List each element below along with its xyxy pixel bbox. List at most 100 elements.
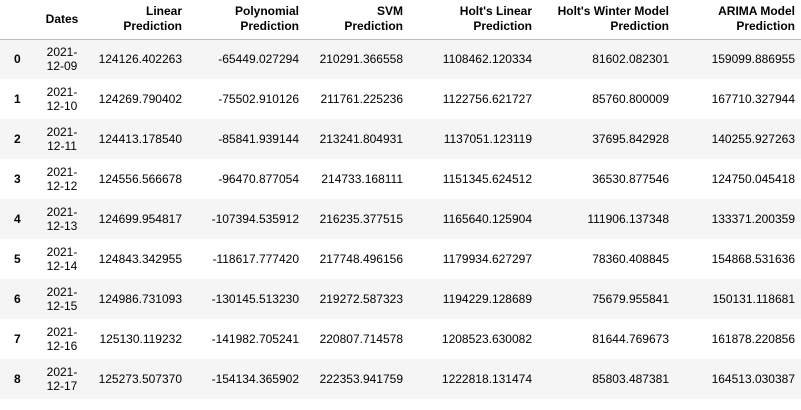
holts-linear-prediction-cell: 1222818.131474 <box>441 372 532 386</box>
header-line: Prediction <box>344 19 403 34</box>
polynomial-prediction-cell: -141982.705241 <box>211 332 299 346</box>
linear-prediction-cell: 124986.731093 <box>98 292 182 306</box>
predictions-dataframe: Dates Linear Prediction Polynomial Predi… <box>0 0 801 399</box>
table-row: 6 2021- 12-15 124986.731093 -130145.51323… <box>0 279 801 319</box>
svm-prediction-cell: 213241.804931 <box>319 132 403 146</box>
row-index: 2 <box>14 132 21 146</box>
date-cell: 2021- 12-17 <box>36 359 88 399</box>
svm-prediction-cell: 211761.225236 <box>320 92 403 106</box>
holts-linear-prediction-cell: 1165640.125904 <box>442 212 532 226</box>
table-row: 5 2021- 12-14 124843.342955 -118617.77742… <box>0 239 801 279</box>
linear-prediction-cell: 124699.954817 <box>98 212 182 226</box>
table-row: 3 2021- 12-12 124556.566678 -96470.877054… <box>0 159 801 199</box>
arima-prediction-column-header: ARIMA Model Prediction <box>675 0 801 40</box>
svm-prediction-cell: 217748.496156 <box>319 252 403 266</box>
row-index: 7 <box>14 332 21 346</box>
date-year: 2021- <box>46 245 78 259</box>
arima-prediction-cell: 161878.220856 <box>711 332 795 346</box>
index-column-header <box>0 0 36 40</box>
polynomial-prediction-cell: -130145.513230 <box>211 292 299 306</box>
holts-linear-prediction-cell: 1108462.120334 <box>442 52 532 67</box>
table-row: 1 2021- 12-10 124269.790402 -75502.910126… <box>0 79 801 119</box>
header-line: Prediction <box>473 19 532 34</box>
row-index: 3 <box>14 172 21 186</box>
header-line: Prediction <box>123 19 182 34</box>
header-line: ARIMA Model <box>718 4 795 19</box>
date-cell: 2021- 12-14 <box>36 239 88 279</box>
date-month-day: 12-17 <box>46 379 78 393</box>
header-line: SVM <box>376 4 403 19</box>
table-row: 2 2021- 12-11 124413.178540 -85841.939144… <box>0 119 801 159</box>
date-year: 2021- <box>46 325 78 339</box>
date-month-day: 12-15 <box>46 299 78 313</box>
holts-linear-prediction-cell: 1194229.128689 <box>442 292 532 306</box>
date-year: 2021- <box>46 45 78 60</box>
holts-winter-prediction-cell: 85760.800009 <box>592 92 669 106</box>
row-index: 6 <box>14 292 21 306</box>
date-month-day: 12-12 <box>46 179 78 193</box>
holts-linear-prediction-column-header: Holt's Linear Prediction <box>409 0 538 40</box>
linear-prediction-cell: 124126.402263 <box>98 52 182 67</box>
header-line: Prediction <box>240 19 299 34</box>
linear-prediction-cell: 125273.507370 <box>98 372 182 386</box>
arima-prediction-cell: 150131.118681 <box>712 292 795 306</box>
linear-prediction-column-header: Linear Prediction <box>88 0 188 40</box>
row-index: 5 <box>14 252 21 266</box>
holts-winter-prediction-cell: 75679.955841 <box>592 292 669 306</box>
polynomial-prediction-cell: -65449.027294 <box>218 52 299 67</box>
table-header: Dates Linear Prediction Polynomial Predi… <box>0 0 801 40</box>
table-row: 7 2021- 12-16 125130.119232 -141982.70524… <box>0 319 801 359</box>
holts-linear-prediction-cell: 1137051.123119 <box>443 132 532 146</box>
polynomial-prediction-cell: -118617.777420 <box>212 252 299 266</box>
arima-prediction-cell: 154868.531636 <box>711 252 795 266</box>
header-line: Prediction <box>736 19 795 34</box>
date-cell: 2021- 12-11 <box>36 119 88 159</box>
arima-prediction-cell: 124750.045418 <box>711 172 795 186</box>
row-index: 1 <box>14 92 21 106</box>
date-year: 2021- <box>46 165 78 179</box>
polynomial-prediction-cell: -96470.877054 <box>218 172 299 186</box>
table-row: 4 2021- 12-13 124699.954817 -107394.53591… <box>0 199 801 239</box>
arima-prediction-cell: 159099.886955 <box>711 52 795 67</box>
date-month-day: 12-13 <box>46 219 78 233</box>
table-row: 0 2021- 12-09 124126.402263 -65449.027294… <box>0 39 801 79</box>
date-month-day: 12-10 <box>46 99 78 113</box>
svm-prediction-column-header: SVM Prediction <box>305 0 409 40</box>
svm-prediction-cell: 220807.714578 <box>319 332 403 346</box>
svm-prediction-cell: 210291.366558 <box>319 52 403 67</box>
header-line: Linear <box>145 4 182 19</box>
date-cell: 2021- 12-16 <box>36 319 88 359</box>
holts-linear-prediction-cell: 1208523.630082 <box>441 332 532 346</box>
date-year: 2021- <box>46 365 78 379</box>
holts-winter-prediction-cell: 111906.137348 <box>587 212 669 226</box>
holts-winter-prediction-cell: 81644.769673 <box>592 332 669 346</box>
date-year: 2021- <box>46 125 78 139</box>
date-month-day: 12-11 <box>47 139 77 153</box>
arima-prediction-cell: 133371.200359 <box>711 212 795 226</box>
dates-column-header: Dates <box>36 0 88 40</box>
linear-prediction-cell: 124843.342955 <box>98 252 182 266</box>
table-body: 0 2021- 12-09 124126.402263 -65449.027294… <box>0 39 801 399</box>
linear-prediction-cell: 125130.119232 <box>99 332 182 346</box>
holts-winter-prediction-cell: 78360.408845 <box>592 252 669 266</box>
linear-prediction-cell: 124413.178540 <box>98 132 182 146</box>
table-row: 8 2021- 12-17 125273.507370 -154134.36590… <box>0 359 801 399</box>
date-cell: 2021- 12-12 <box>36 159 88 199</box>
holts-winter-prediction-column-header: Holt's Winter Model Prediction <box>538 0 675 40</box>
holts-linear-prediction-cell: 1151345.624512 <box>442 172 532 186</box>
svm-prediction-cell: 216235.377515 <box>319 212 403 226</box>
date-cell: 2021- 12-10 <box>36 79 88 119</box>
svm-prediction-cell: 222353.941759 <box>319 372 403 386</box>
date-month-day: 12-14 <box>46 259 78 273</box>
row-index: 4 <box>14 212 21 226</box>
date-year: 2021- <box>46 205 78 219</box>
date-month-day: 12-09 <box>46 59 78 74</box>
row-index: 0 <box>14 52 21 67</box>
date-month-day: 12-16 <box>46 339 78 353</box>
polynomial-prediction-cell: -154134.365902 <box>211 372 299 386</box>
header-line: Holt's Linear <box>459 4 532 19</box>
holts-winter-prediction-cell: 36530.877546 <box>592 172 669 186</box>
polynomial-prediction-cell: -85841.939144 <box>218 132 299 146</box>
holts-winter-prediction-cell: 81602.082301 <box>592 52 669 67</box>
date-cell: 2021- 12-13 <box>36 199 88 239</box>
